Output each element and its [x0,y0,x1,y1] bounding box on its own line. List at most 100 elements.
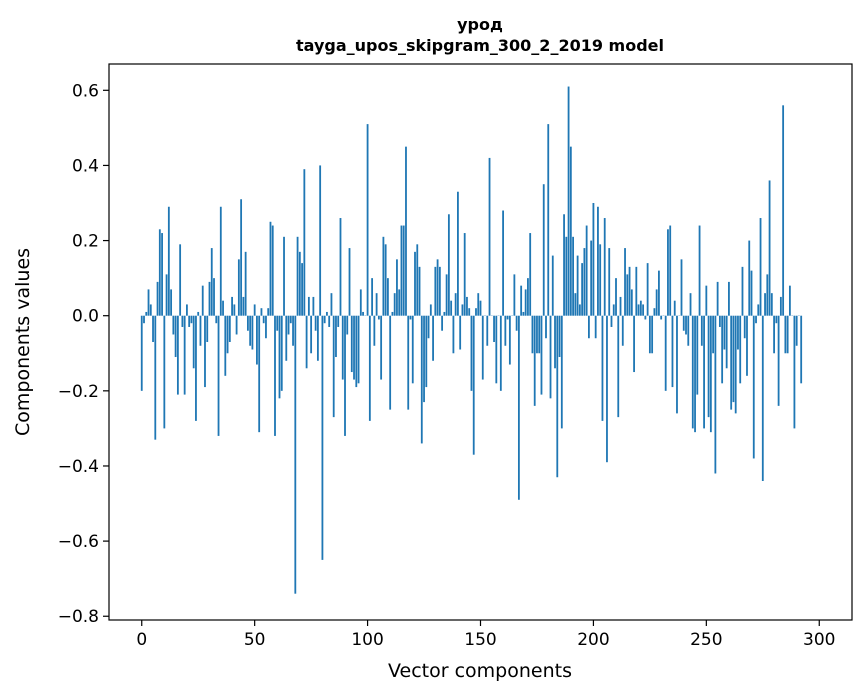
bar-20 [186,304,188,316]
bar-211 [617,315,620,418]
y-tick-label: 0.6 [72,81,99,101]
bar-253 [712,315,715,354]
bar-118 [407,315,410,410]
bar-149 [477,293,480,316]
x-tick-label: 300 [803,630,835,650]
bar-285 [784,315,787,354]
bar-102 [371,278,374,316]
bar-122 [416,244,419,316]
bar-13 [170,289,173,316]
bar-51 [256,315,258,365]
bar-76 [312,296,315,316]
bar-230 [660,315,663,320]
bar-220 [637,304,640,316]
bar-260 [728,281,730,316]
bar-167 [517,315,520,500]
bar-267 [743,315,746,339]
bar-173 [531,315,534,354]
bar-281 [775,315,778,324]
bar-93 [350,315,353,373]
bar-67 [292,315,294,346]
bar-50 [253,304,256,316]
bar-41 [233,304,236,316]
bar-53 [260,308,263,316]
bar-125 [423,315,425,403]
bar-36 [222,300,224,316]
bar-169 [522,311,525,316]
bar-246 [696,315,699,395]
bar-71 [301,263,303,316]
bar-185 [558,315,561,358]
bar-2 [145,311,148,316]
bar-227 [653,308,656,316]
bar-49 [251,315,254,350]
bar-113 [396,259,398,316]
bar-248 [700,315,703,346]
bar-98 [362,311,364,316]
bar-244 [691,315,694,429]
bar-112 [393,293,396,316]
bar-4 [149,304,152,316]
bar-209 [612,304,615,316]
bar-289 [793,315,796,429]
bar-135 [445,274,448,316]
bar-90 [344,315,346,436]
bar-104 [375,293,378,316]
bar-18 [181,315,184,327]
bar-109 [387,278,389,316]
bar-162 [506,315,509,320]
bar-11 [165,274,168,316]
bar-168 [520,285,523,316]
bar-15 [174,315,177,358]
bar-114 [398,289,401,316]
bar-65 [287,315,290,335]
bar-188 [565,236,568,316]
bar-57 [269,221,272,316]
bar-21 [188,315,191,327]
bar-82 [326,311,328,316]
bar-72 [303,169,306,316]
bar-63 [283,236,285,316]
bar-37 [224,315,227,376]
bar-258 [723,315,726,350]
bar-48 [249,315,252,346]
bar-137 [450,300,453,316]
y-axis-ticks: −0.8 −0.6 −0.4 −0.2 0.0 0.2 0.4 0.6 [58,81,109,627]
bar-215 [626,274,629,316]
bar-111 [391,311,394,316]
bar-245 [694,315,696,433]
bar-138 [452,315,455,354]
bar-19 [183,315,186,395]
bar-120 [411,315,414,384]
bar-181 [549,315,552,399]
bar-70 [298,251,301,316]
bar-276 [764,293,766,316]
x-tick-label: 250 [690,630,722,650]
bar-126 [425,315,428,388]
bar-175 [536,315,538,354]
bar-101 [368,315,371,421]
bar-165 [513,274,516,316]
bar-73 [305,315,308,369]
bar-132 [438,266,441,316]
bar-240 [682,315,685,331]
bar-178 [542,184,545,316]
bar-207 [608,248,611,316]
bar-78 [316,315,319,361]
bar-242 [687,315,690,346]
bar-186 [560,315,563,429]
bar-153 [486,315,489,346]
bar-84 [330,293,333,316]
bar-262 [732,315,735,403]
bar-27 [201,285,204,316]
bar-43 [237,259,240,316]
bar-192 [574,293,577,316]
bar-226 [651,315,654,354]
bar-282 [777,315,780,406]
bar-25 [197,311,200,316]
bar-10 [163,315,166,429]
bar-141 [459,315,462,350]
bar-271 [752,315,755,459]
bar-157 [495,315,498,384]
bar-159 [499,315,502,391]
